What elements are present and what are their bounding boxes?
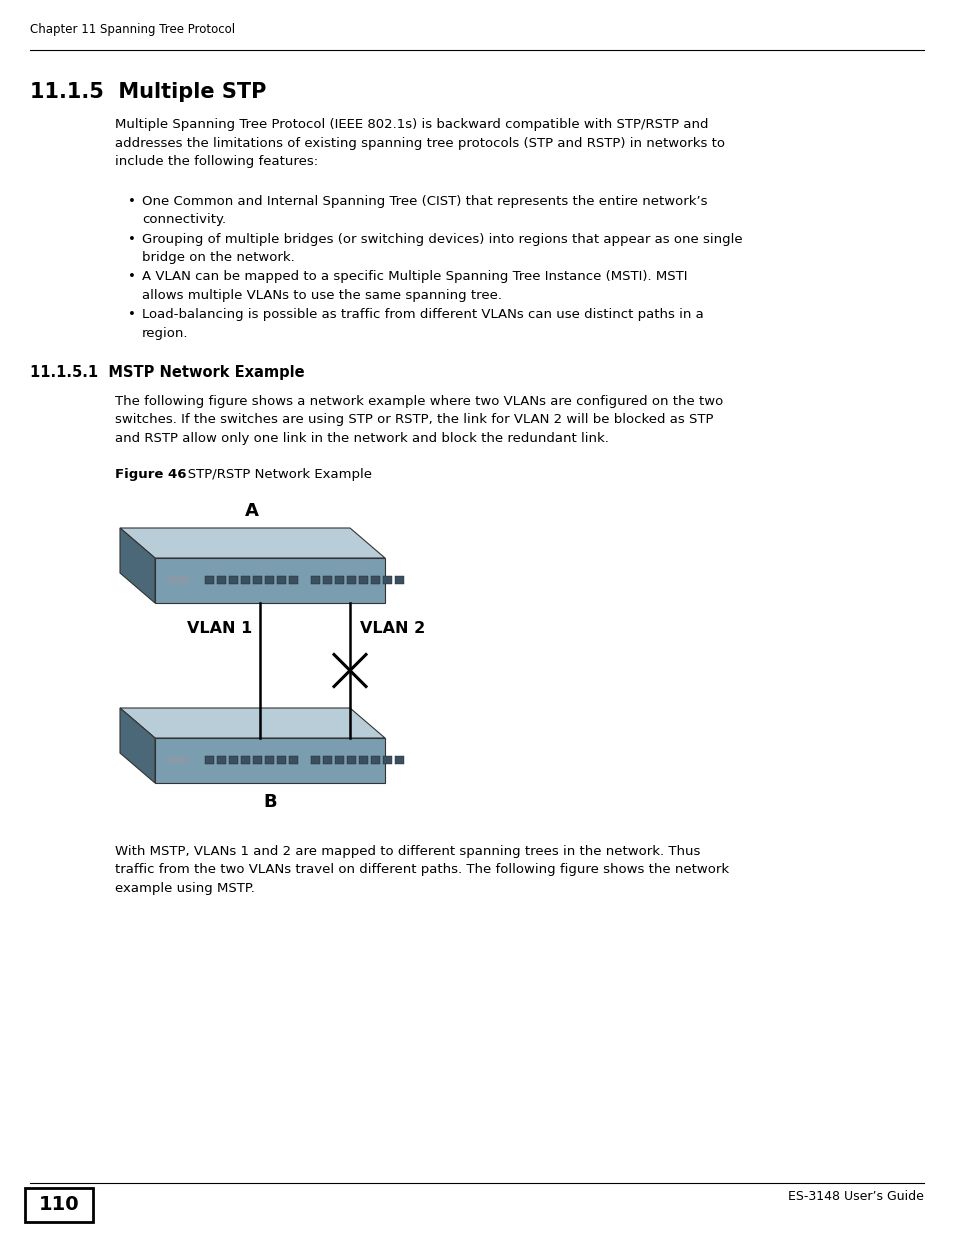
Text: Grouping of multiple bridges (or switching devices) into regions that appear as : Grouping of multiple bridges (or switchi…	[142, 233, 741, 264]
Bar	[216, 756, 226, 764]
Bar	[358, 576, 368, 584]
Bar	[205, 756, 213, 764]
Bar	[276, 576, 286, 584]
Bar	[167, 756, 189, 764]
Bar	[382, 756, 392, 764]
Text: VLAN 1: VLAN 1	[187, 621, 252, 636]
Text: •: •	[128, 308, 135, 321]
Text: Figure 46: Figure 46	[115, 468, 186, 480]
Text: A: A	[245, 501, 258, 520]
Bar	[216, 576, 226, 584]
Bar	[335, 756, 344, 764]
Bar	[253, 576, 262, 584]
Text: 11.1.5  Multiple STP: 11.1.5 Multiple STP	[30, 82, 266, 103]
Text: STP/RSTP Network Example: STP/RSTP Network Example	[174, 468, 372, 480]
Bar	[265, 756, 274, 764]
Text: Chapter 11 Spanning Tree Protocol: Chapter 11 Spanning Tree Protocol	[30, 23, 234, 36]
Text: A VLAN can be mapped to a specific Multiple Spanning Tree Instance (MSTI). MSTI
: A VLAN can be mapped to a specific Multi…	[142, 270, 687, 301]
Bar	[167, 576, 189, 584]
Bar	[347, 576, 355, 584]
Text: 110: 110	[39, 1195, 79, 1214]
Text: With MSTP, VLANs 1 and 2 are mapped to different spanning trees in the network. : With MSTP, VLANs 1 and 2 are mapped to d…	[115, 845, 728, 895]
Text: •: •	[128, 195, 135, 207]
Bar	[276, 756, 286, 764]
Text: B: B	[263, 793, 276, 811]
Bar	[289, 756, 297, 764]
Bar	[241, 576, 250, 584]
Polygon shape	[120, 529, 154, 603]
Bar	[253, 756, 262, 764]
Polygon shape	[154, 739, 385, 783]
Bar	[347, 756, 355, 764]
Text: Multiple Spanning Tree Protocol (IEEE 802.1s) is backward compatible with STP/RS: Multiple Spanning Tree Protocol (IEEE 80…	[115, 119, 724, 168]
Bar	[395, 756, 403, 764]
Bar	[395, 576, 403, 584]
Bar	[229, 756, 237, 764]
Polygon shape	[120, 708, 385, 739]
Bar	[265, 576, 274, 584]
Text: The following figure shows a network example where two VLANs are configured on t: The following figure shows a network exa…	[115, 395, 722, 445]
Text: One Common and Internal Spanning Tree (CIST) that represents the entire network’: One Common and Internal Spanning Tree (C…	[142, 195, 707, 226]
Polygon shape	[154, 558, 385, 603]
Bar	[371, 576, 379, 584]
Polygon shape	[120, 529, 385, 558]
Text: 11.1.5.1  MSTP Network Example: 11.1.5.1 MSTP Network Example	[30, 366, 304, 380]
Bar	[311, 576, 319, 584]
Bar	[335, 576, 344, 584]
Bar	[289, 576, 297, 584]
Bar	[311, 756, 319, 764]
Text: VLAN 2: VLAN 2	[359, 621, 425, 636]
Text: Load-balancing is possible as traffic from different VLANs can use distinct path: Load-balancing is possible as traffic fr…	[142, 308, 703, 340]
Text: ES-3148 User’s Guide: ES-3148 User’s Guide	[787, 1191, 923, 1203]
Bar	[205, 576, 213, 584]
Bar	[382, 576, 392, 584]
Polygon shape	[120, 708, 154, 783]
Bar	[229, 576, 237, 584]
Bar	[241, 756, 250, 764]
Bar	[358, 756, 368, 764]
Bar	[25, 1188, 92, 1221]
Text: •: •	[128, 270, 135, 283]
Bar	[323, 576, 332, 584]
Bar	[371, 756, 379, 764]
Text: •: •	[128, 233, 135, 246]
Bar	[323, 756, 332, 764]
